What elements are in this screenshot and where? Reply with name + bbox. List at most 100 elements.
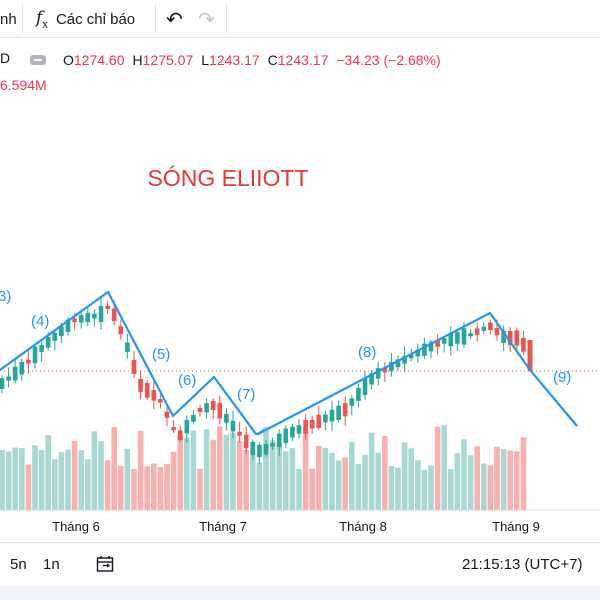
candle-body	[144, 383, 150, 398]
clock-label: 21:15:13 (UTC+7)	[462, 555, 583, 573]
volume-bar	[487, 465, 494, 510]
volume-bar	[65, 449, 71, 510]
candle-body	[59, 326, 64, 337]
volume-bar	[217, 426, 223, 510]
candle-body	[177, 430, 183, 441]
volume-bar	[52, 459, 58, 510]
volume-bar	[223, 434, 230, 510]
candle-body	[230, 420, 236, 432]
function-icon: fx	[36, 7, 48, 31]
volume-bar	[335, 460, 342, 510]
wave-label-7: (7)	[237, 386, 255, 403]
candle-body	[415, 349, 421, 357]
toolbar-partial-button[interactable]: nh	[0, 0, 17, 38]
volume-bar	[342, 457, 348, 510]
volume-bar	[362, 454, 368, 510]
volume-bar	[507, 450, 513, 510]
volume-bar	[58, 451, 65, 510]
undo-icon: ↶	[166, 8, 183, 31]
candle-body	[257, 444, 262, 458]
volume-bar	[520, 437, 527, 510]
x-tick-label: Tháng 8	[339, 519, 387, 534]
volume-bar	[137, 430, 144, 510]
volume-bar	[494, 446, 500, 510]
candle-body	[184, 420, 190, 434]
volume-bars	[0, 425, 527, 510]
volume-bar	[355, 464, 362, 510]
candle-body	[395, 359, 401, 368]
candle-body	[422, 343, 427, 356]
calendar-range-icon	[96, 556, 114, 572]
candle-body	[296, 425, 302, 434]
candle-body	[171, 427, 176, 431]
range-5n-label: 5n	[10, 555, 27, 573]
candle-body	[276, 433, 282, 448]
candle-body	[158, 398, 163, 403]
candle-body	[514, 330, 520, 346]
volume-bar	[296, 468, 302, 510]
volume-bar	[428, 465, 434, 510]
elliott-wave-line[interactable]	[0, 290, 578, 436]
range-1n-button[interactable]: 1n	[43, 543, 60, 585]
range-5n-button[interactable]: 5n	[10, 543, 27, 585]
volume-bar	[0, 450, 5, 510]
candle-body	[151, 390, 157, 401]
candle-body	[243, 434, 249, 449]
candle-body	[45, 337, 51, 348]
wave-label-3: 3)	[0, 288, 11, 305]
volume-bar	[184, 437, 190, 510]
symbol-partial[interactable]: D	[0, 50, 11, 66]
volume-bar	[45, 435, 51, 510]
redo-button[interactable]: ↷	[198, 0, 215, 38]
volume-bar	[144, 466, 150, 510]
volume-bar	[263, 426, 269, 510]
candle-body	[26, 359, 31, 364]
clock-display[interactable]: 21:15:13 (UTC+7)	[462, 543, 582, 585]
candle-body	[494, 327, 500, 336]
volume-bar	[467, 455, 474, 510]
candle-body	[448, 332, 454, 347]
candle-body	[19, 361, 25, 375]
candle-body	[164, 411, 170, 418]
volume-bar	[236, 440, 243, 510]
volume-bar	[190, 430, 197, 510]
candle-body	[435, 339, 440, 347]
toolbar-divider	[226, 4, 227, 34]
volume-bar	[5, 451, 12, 510]
volume-bar	[349, 442, 355, 510]
volume-bar	[230, 432, 236, 510]
volume-bar	[322, 447, 329, 510]
candle-body	[283, 428, 289, 444]
volume-bar	[375, 452, 381, 510]
volume-bar	[111, 426, 117, 510]
candle-body	[468, 333, 473, 337]
undo-button[interactable]: ↶	[166, 0, 183, 38]
wave-label-6: (6)	[178, 372, 196, 389]
candle-body	[131, 359, 137, 375]
redo-icon: ↷	[198, 8, 215, 31]
volume-bar	[124, 448, 131, 510]
volume-bar	[276, 443, 282, 510]
candle-body	[92, 313, 97, 319]
candle-body	[111, 308, 117, 322]
volume-bar	[131, 468, 137, 510]
high-value: 1275.07	[142, 52, 194, 68]
candle-body	[323, 414, 328, 423]
candle-body	[303, 420, 308, 434]
indicators-button[interactable]: fx Các chỉ báo	[36, 0, 135, 38]
price-chart[interactable]: SÓNG ELIIOTT 3) (4) (5) (6) (7) (8) (9) …	[0, 0, 600, 542]
low-label: L	[201, 52, 210, 68]
candle-body	[488, 322, 493, 331]
candle-body	[0, 378, 5, 389]
volume-bar	[243, 450, 249, 510]
volume-bar	[401, 442, 408, 510]
candle-body	[408, 354, 414, 359]
volume-bar	[434, 426, 441, 510]
volume-bar	[309, 468, 315, 510]
volume-bar	[104, 460, 111, 510]
volume-bar	[454, 453, 461, 510]
date-range-button[interactable]	[96, 543, 116, 585]
candle-body	[6, 376, 11, 381]
collapse-legend-icon[interactable]	[30, 55, 46, 65]
volume-bar	[474, 446, 480, 510]
